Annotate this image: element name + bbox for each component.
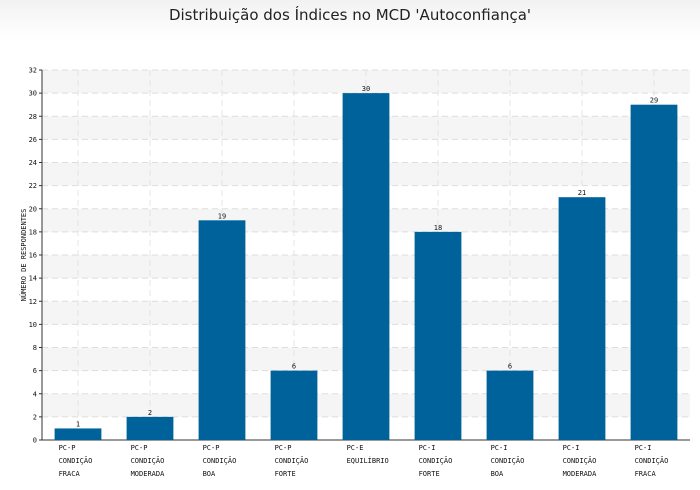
x-category-label: CONDIÇÃO bbox=[59, 456, 93, 465]
y-tick-label: 24 bbox=[29, 159, 37, 167]
chart-title: Distribuição dos Índices no MCD 'Autocon… bbox=[168, 6, 532, 24]
y-tick-label: 2 bbox=[33, 413, 37, 421]
y-tick-label: 30 bbox=[29, 90, 37, 98]
x-category-label: FORTE bbox=[275, 470, 296, 478]
bar[interactable] bbox=[630, 104, 678, 440]
bar[interactable] bbox=[54, 428, 102, 440]
x-category-label: PC-I bbox=[563, 444, 580, 452]
x-category-label: FRACA bbox=[59, 470, 81, 478]
data-label: 29 bbox=[650, 97, 658, 105]
y-tick-label: 4 bbox=[33, 390, 37, 398]
y-tick-label: 14 bbox=[29, 275, 37, 283]
y-tick-label: 16 bbox=[29, 252, 37, 260]
y-tick-label: 28 bbox=[29, 113, 37, 121]
y-tick-label: 8 bbox=[33, 344, 37, 352]
x-category-label: CONDIÇÃO bbox=[563, 456, 597, 465]
x-category-label: PC-P bbox=[59, 444, 76, 452]
bar[interactable] bbox=[198, 220, 246, 440]
x-category-label: CONDIÇÃO bbox=[275, 456, 309, 465]
bar[interactable] bbox=[342, 93, 390, 440]
x-category-label: PC-E bbox=[347, 444, 364, 452]
y-tick-label: 12 bbox=[29, 298, 37, 306]
x-category-label: BOA bbox=[491, 470, 504, 478]
y-tick-label: 18 bbox=[29, 228, 37, 236]
x-category-label: MODERADA bbox=[563, 470, 598, 478]
data-label: 30 bbox=[362, 85, 370, 93]
bar[interactable] bbox=[270, 370, 318, 440]
x-category-label: PC-P bbox=[131, 444, 148, 452]
y-axis-label: NÚMERO DE RESPONDENTES bbox=[19, 209, 28, 302]
bar[interactable] bbox=[558, 197, 606, 440]
x-category-label: EQUILÍBRIO bbox=[347, 456, 389, 465]
data-label: 1 bbox=[76, 420, 80, 428]
data-label: 19 bbox=[218, 212, 226, 220]
x-category-label: MODERADA bbox=[131, 470, 166, 478]
x-category-label: PC-I bbox=[491, 444, 508, 452]
bar[interactable] bbox=[486, 370, 534, 440]
data-label: 6 bbox=[292, 363, 296, 371]
x-category-label: PC-I bbox=[635, 444, 652, 452]
x-category-label: CONDIÇÃO bbox=[419, 456, 453, 465]
x-category-label: CONDIÇÃO bbox=[131, 456, 165, 465]
data-label: 2 bbox=[148, 409, 152, 417]
y-tick-label: 32 bbox=[29, 67, 37, 75]
data-label: 21 bbox=[578, 189, 586, 197]
x-category-label: PC-I bbox=[419, 444, 436, 452]
x-category-label: CONDIÇÃO bbox=[635, 456, 669, 465]
x-category-label: FRACA bbox=[635, 470, 657, 478]
x-category-label: PC-P bbox=[275, 444, 292, 452]
y-tick-label: 6 bbox=[33, 367, 37, 375]
y-tick-label: 26 bbox=[29, 136, 37, 144]
x-category-label: FORTE bbox=[419, 470, 440, 478]
bar[interactable] bbox=[414, 231, 462, 440]
data-label: 18 bbox=[434, 224, 442, 232]
bar[interactable] bbox=[126, 416, 174, 440]
y-tick-label: 10 bbox=[29, 321, 37, 329]
y-tick-label: 20 bbox=[29, 205, 37, 213]
y-tick-label: 0 bbox=[33, 437, 37, 445]
y-tick-label: 22 bbox=[29, 182, 37, 190]
data-label: 6 bbox=[508, 363, 512, 371]
x-category-label: CONDIÇÃO bbox=[203, 456, 237, 465]
x-category-label: BOA bbox=[203, 470, 216, 478]
x-category-label: CONDIÇÃO bbox=[491, 456, 525, 465]
x-category-label: PC-P bbox=[203, 444, 220, 452]
